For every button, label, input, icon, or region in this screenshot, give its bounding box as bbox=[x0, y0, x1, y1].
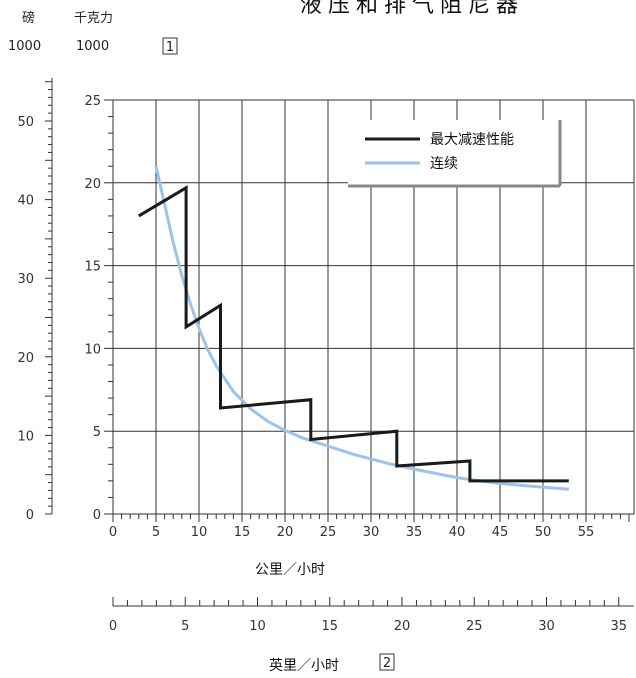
mph-tick-label: 5 bbox=[181, 619, 189, 634]
x-axis-label-kmh: 公里／小时 bbox=[255, 562, 325, 578]
kgf-unit-label: 千克力 bbox=[74, 11, 113, 26]
kgf-axis: 0 5 10 15 20 25 bbox=[84, 94, 113, 523]
kmh-tick-label: 0 bbox=[109, 525, 117, 540]
kmh-tick-label: 40 bbox=[449, 525, 466, 540]
legend-label-max-decel: 最大减速性能 bbox=[430, 132, 514, 148]
kmh-tick-label: 55 bbox=[578, 525, 595, 540]
series-line-continuous bbox=[154, 165, 569, 491]
lb-tick-label: 20 bbox=[17, 351, 34, 366]
footnote-1-box bbox=[162, 37, 178, 55]
kmh-tick-label: 45 bbox=[492, 525, 509, 540]
kgf-tick-label: 25 bbox=[84, 94, 101, 109]
kgf-tick-label: 15 bbox=[84, 260, 101, 275]
kgf-tick-label: 5 bbox=[93, 425, 101, 440]
legend: 最大减速性能 连续 bbox=[348, 120, 562, 188]
mph-tick-label: 0 bbox=[109, 619, 117, 634]
plot-frame bbox=[112, 99, 635, 515]
x-axis-label-mph: 英里／小时 bbox=[269, 657, 339, 674]
kmh-tick-label: 30 bbox=[363, 525, 380, 540]
mph-tick-label: 15 bbox=[321, 619, 338, 634]
mph-axis: 0 5 10 15 20 25 30 35 bbox=[109, 597, 634, 634]
mph-tick-label: 10 bbox=[249, 619, 266, 634]
lb-tick-label: 40 bbox=[17, 194, 34, 209]
lb-tick-label: 50 bbox=[17, 115, 34, 130]
lb-tick-label: 30 bbox=[17, 272, 34, 287]
mph-tick-label: 20 bbox=[394, 619, 411, 634]
kmh-axis: 0 5 10 15 20 25 30 35 40 45 50 55 bbox=[109, 514, 630, 540]
kmh-tick-label: 25 bbox=[320, 525, 337, 540]
footnote-2-label: 2 bbox=[383, 656, 391, 671]
series-layer bbox=[138, 165, 569, 491]
mph-tick-label: 30 bbox=[538, 619, 555, 634]
kgf-multiplier: 1000 bbox=[76, 39, 109, 54]
footnote-1-label: 1 bbox=[166, 40, 174, 55]
mph-tick-label: 35 bbox=[610, 619, 627, 634]
lb-axis: 0 10 20 30 40 50 bbox=[17, 78, 53, 523]
footnote-2-box bbox=[379, 653, 395, 671]
kgf-tick-label: 0 bbox=[93, 508, 101, 523]
chart-title: 液压和排气阻尼器 bbox=[300, 0, 524, 18]
kmh-tick-label: 35 bbox=[406, 525, 423, 540]
lb-multiplier: 1000 bbox=[8, 39, 41, 54]
kgf-tick-label: 20 bbox=[84, 177, 101, 192]
lb-tick-label: 0 bbox=[26, 508, 34, 523]
kmh-tick-label: 50 bbox=[535, 525, 552, 540]
kmh-tick-label: 10 bbox=[191, 525, 208, 540]
lb-unit-label: 磅 bbox=[22, 10, 35, 26]
kmh-tick-label: 5 bbox=[152, 525, 160, 540]
kmh-tick-label: 20 bbox=[277, 525, 294, 540]
kgf-tick-label: 10 bbox=[84, 342, 101, 357]
kmh-tick-label: 15 bbox=[234, 525, 251, 540]
series-line-max-decel bbox=[138, 185, 569, 483]
legend-box bbox=[348, 120, 560, 186]
mph-tick-label: 25 bbox=[466, 619, 483, 634]
lb-tick-label: 10 bbox=[17, 429, 34, 444]
legend-label-continuous: 连续 bbox=[430, 155, 458, 172]
